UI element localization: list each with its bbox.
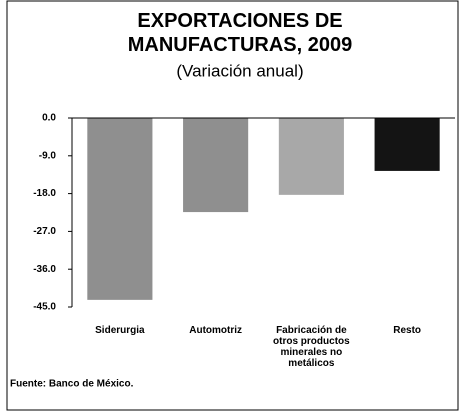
- x-tick-label: Resto: [393, 325, 422, 336]
- chart-subtitle: (Variación anual): [176, 61, 303, 80]
- y-tick-label: -36.0: [33, 264, 56, 275]
- bar: [374, 118, 440, 171]
- title-line: EXPORTACIONES DE: [137, 10, 342, 32]
- y-tick-label: 0.0: [42, 113, 56, 124]
- frame: [6, 0, 459, 411]
- x-tick-label: Fabricación de otros productos minerales…: [273, 325, 350, 369]
- x-tick-label: Siderurgia: [95, 325, 145, 336]
- y-tick-label: -9.0: [39, 150, 57, 161]
- y-tick-label: -45.0: [33, 302, 56, 313]
- bar: [278, 118, 344, 195]
- bar: [87, 118, 153, 300]
- y-tick-label: -18.0: [33, 188, 56, 199]
- title-line: MANUFACTURAS, 2009: [128, 34, 352, 56]
- x-tick-label: Automotriz: [189, 325, 243, 336]
- chart-title: EXPORTACIONES DE MANUFACTURAS, 2009: [128, 10, 352, 56]
- bar: [183, 118, 249, 213]
- source: Fuente: Banco de México.: [10, 379, 134, 390]
- y-tick-label: -27.0: [33, 226, 56, 237]
